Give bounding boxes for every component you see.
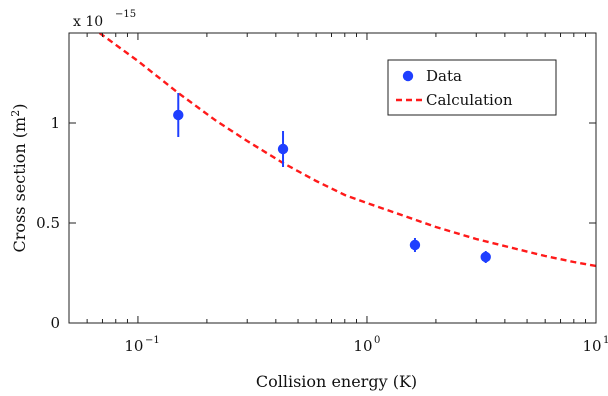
- data-point-1: [173, 109, 184, 121]
- calculation-line: [98, 33, 596, 268]
- x-tick-label-exponent: 1: [603, 335, 608, 346]
- data-point-3: [409, 239, 421, 251]
- data-point-2: [277, 143, 289, 155]
- x-tick-label: 10: [582, 337, 601, 355]
- legend-box: [387, 59, 557, 116]
- data-point-4: [480, 251, 491, 263]
- legend-calculation-label: Calculation: [426, 91, 513, 109]
- y-multiplier: x 10: [73, 14, 103, 30]
- y-tick-label: 0.5: [36, 214, 60, 232]
- y-tick-label: 1: [50, 114, 60, 132]
- y-multiplier-exponent: −15: [115, 9, 136, 20]
- legend: Data Calculation: [387, 59, 557, 116]
- legend-data-marker: [402, 70, 414, 82]
- plot-frame: [68, 32, 597, 324]
- x-tick-label: 10: [124, 337, 143, 355]
- plot-area: [98, 33, 596, 268]
- x-axis-label: Collision energy (K): [256, 372, 417, 391]
- x-tick-label-exponent: 0: [374, 335, 380, 346]
- axes: [68, 32, 597, 324]
- legend-data-label: Data: [426, 67, 462, 85]
- x-tick-label-exponent: −1: [145, 335, 160, 346]
- y-tick-label: 0: [50, 314, 60, 332]
- y-axis-label: Cross section (m2): [9, 104, 29, 253]
- x-tick-label: 10: [353, 337, 372, 355]
